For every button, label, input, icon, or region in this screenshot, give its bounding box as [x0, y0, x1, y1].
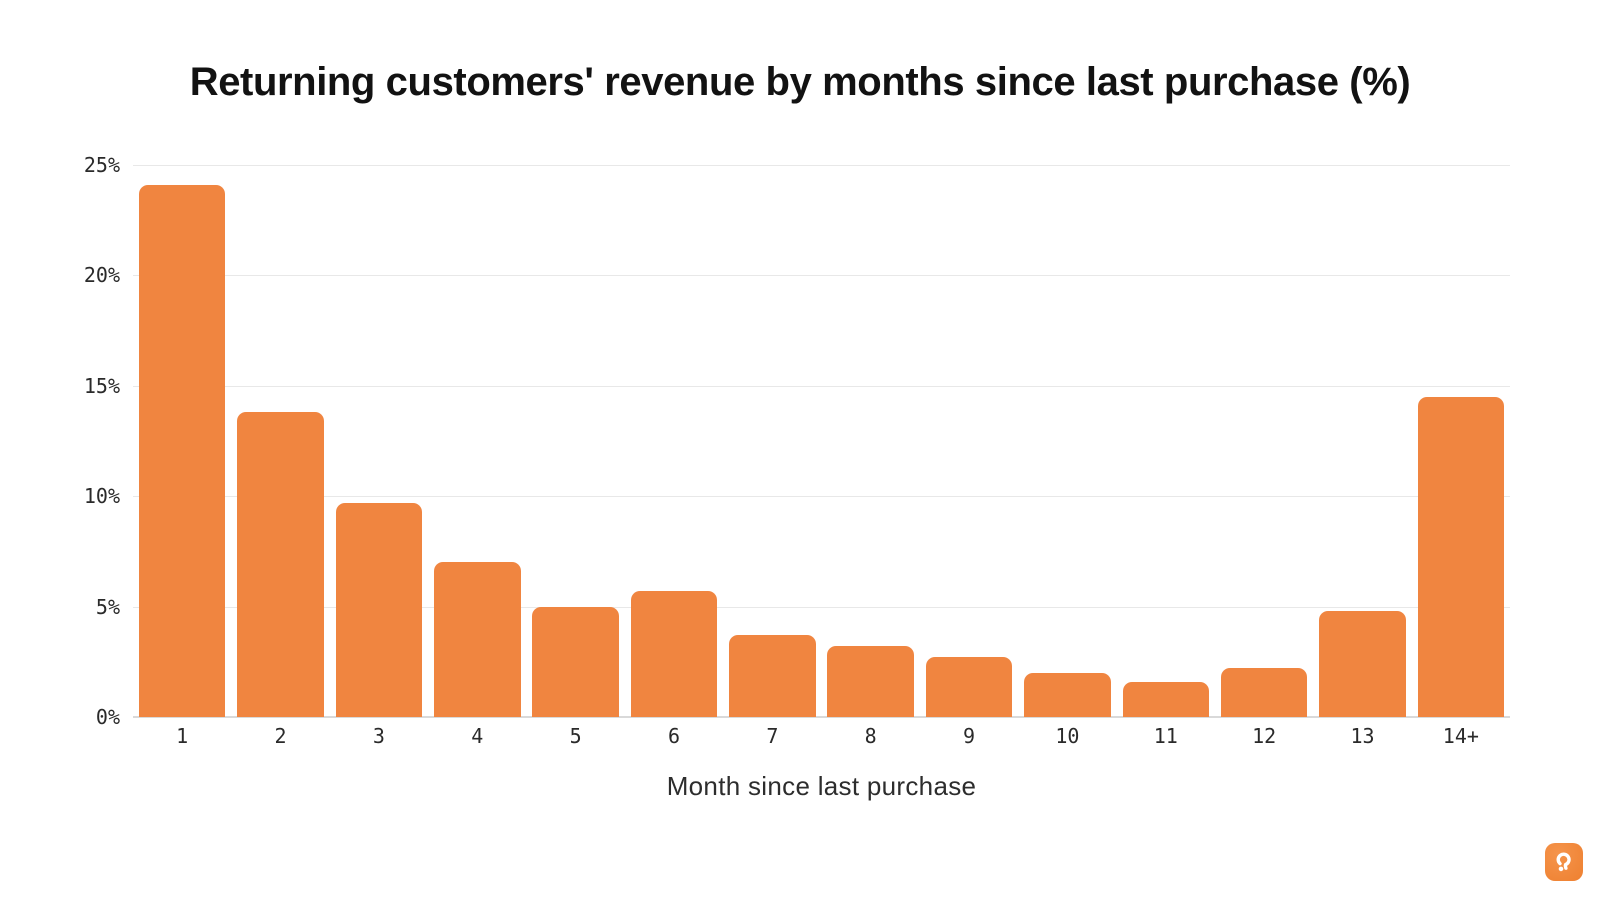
x-axis-tick-11: 11: [1153, 724, 1178, 748]
y-axis-tick-10: 10%: [83, 484, 120, 509]
gridline-20: [133, 275, 1510, 277]
x-axis-tick-2: 2: [274, 724, 287, 748]
x-axis-tick-9: 9: [963, 724, 976, 748]
x-axis-tick-6: 6: [667, 724, 680, 748]
y-axis-tick-0: 0%: [95, 705, 120, 729]
smile-swirl-icon: [1556, 852, 1571, 872]
bar-slot: [920, 165, 1018, 717]
smile-logo: [1545, 843, 1583, 881]
bar-slot: [625, 165, 723, 717]
y-axis-tick-25: 25%: [83, 153, 120, 177]
x-axis-tick-7: 7: [766, 724, 779, 748]
bar-month-4: [433, 562, 521, 717]
x-axis: 1 2 3 4 5 6 7 8 9 10 11 12 13 14+: [133, 724, 1510, 748]
gridline-15: [133, 385, 1510, 387]
bar-month-14+: [1417, 396, 1505, 717]
gridline-5: [133, 606, 1510, 608]
x-axis-title: Month since last purchase: [666, 771, 977, 801]
gridline-10: [133, 496, 1510, 498]
bar-month-10: [1024, 672, 1111, 717]
bar-slot: [133, 165, 231, 717]
x-axis-tick-8: 8: [864, 724, 877, 748]
bar-month-5: [532, 606, 619, 717]
bar-month-6: [630, 591, 718, 717]
bar-month-3: [335, 502, 423, 717]
x-axis-tick-14+: 14+: [1442, 724, 1479, 748]
bar-month-2: [237, 412, 324, 717]
y-axis-tick-15: 15%: [83, 373, 120, 398]
bar-month-1: [138, 184, 226, 717]
x-axis-tick-13: 13: [1350, 724, 1375, 748]
x-axis-tick-4: 4: [471, 724, 484, 748]
bar-slot: [822, 165, 920, 717]
bar-slot: [330, 165, 428, 717]
bar-slot: [1117, 165, 1215, 717]
bar-month-7: [729, 635, 816, 717]
bar-series: [133, 165, 1510, 717]
bar-slot: [1215, 165, 1313, 717]
bar-month-8: [827, 646, 914, 717]
plot-area: [133, 165, 1510, 718]
bar-month-12: [1220, 668, 1308, 717]
bar-slot: [526, 165, 624, 717]
x-axis-tick-1: 1: [176, 724, 189, 748]
y-axis-tick-5: 5%: [95, 594, 120, 619]
bar-slot: [428, 165, 526, 717]
bar-month-11: [1122, 681, 1210, 717]
gridline-25: [133, 165, 1510, 166]
y-axis-tick-20: 20%: [83, 263, 120, 288]
x-axis-tick-3: 3: [372, 724, 385, 748]
x-axis-tick-12: 12: [1252, 724, 1277, 748]
bar-month-9: [925, 657, 1013, 717]
x-axis-line: [133, 716, 1510, 718]
bar-slot: [1313, 165, 1411, 717]
bar-month-13: [1319, 611, 1406, 717]
chart-title: Returning customers' revenue by months s…: [189, 60, 1411, 104]
y-axis: 0% 5% 10% 15% 20% 25%: [0, 153, 120, 729]
x-axis-tick-10: 10: [1055, 724, 1080, 748]
bar-slot: [231, 165, 329, 717]
bar-slot: [723, 165, 821, 717]
bar-slot: [1018, 165, 1116, 717]
x-axis-tick-5: 5: [569, 724, 582, 748]
bar-slot: [1412, 165, 1510, 717]
